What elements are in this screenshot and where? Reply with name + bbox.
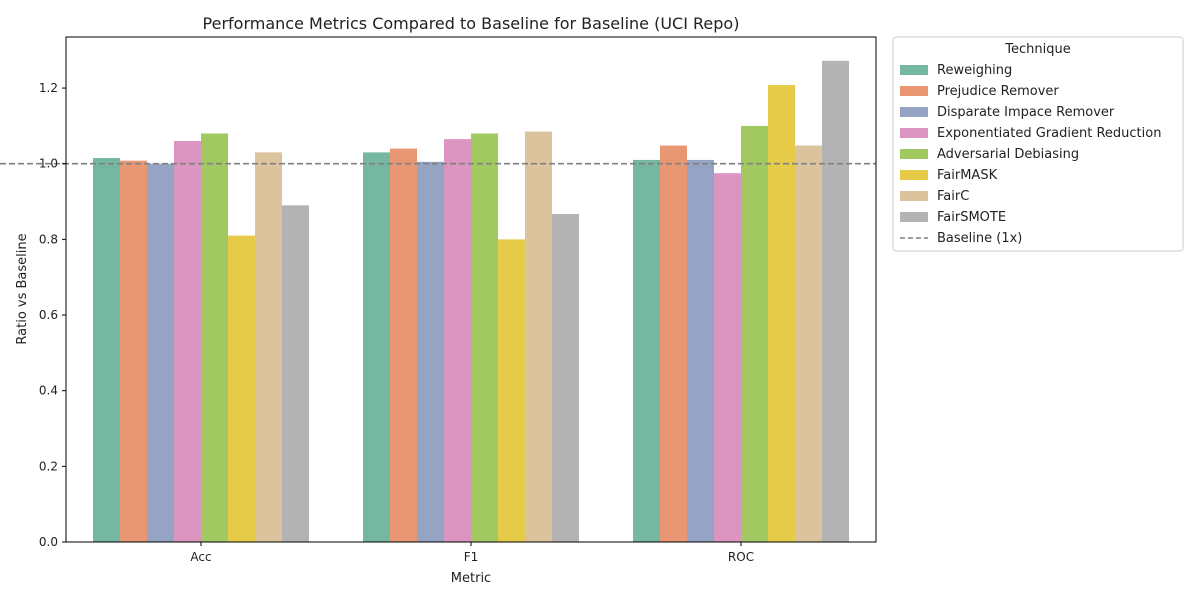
y-tick-label: 1.0: [39, 157, 58, 171]
bar: [228, 235, 255, 542]
legend-item-label: Reweighing: [937, 63, 1012, 78]
y-tick-label: 0.8: [39, 232, 58, 246]
bar: [660, 145, 687, 542]
legend-item-label: Disparate Impace Remover: [937, 105, 1115, 120]
bar: [498, 239, 525, 542]
x-tick-label: ROC: [728, 550, 754, 564]
bar: [417, 161, 444, 542]
bar: [687, 159, 714, 543]
bar: [363, 152, 390, 543]
legend-swatch: [900, 149, 928, 159]
y-axis-label: Ratio vs Baseline: [15, 233, 30, 344]
bar: [93, 158, 120, 542]
bar: [444, 139, 471, 542]
legend-items: Reweighing Prejudice Remover Disparate Imp…: [900, 63, 1161, 246]
legend-item-label: FairSMOTE: [937, 210, 1006, 225]
bar: [633, 159, 660, 543]
bar: [147, 163, 174, 542]
bar: [201, 133, 228, 542]
legend-title: Technique: [1004, 42, 1070, 57]
legend: Technique Reweighing Prejudice Remover Dis…: [892, 36, 1184, 252]
legend-swatch: [900, 212, 928, 222]
bar: [282, 205, 309, 543]
bar: [174, 141, 201, 542]
legend-frame: [892, 36, 1184, 252]
chart-title: Performance Metrics Compared to Baseline…: [203, 14, 740, 33]
y-tick-label: 0.2: [39, 459, 58, 473]
x-axis: Acc F1 ROC: [190, 542, 754, 564]
x-tick-label: F1: [464, 550, 479, 564]
legend-swatch: [900, 170, 928, 180]
y-tick-label: 0.6: [39, 308, 58, 322]
x-tick-label: Acc: [190, 550, 211, 564]
bar: [120, 160, 147, 542]
legend-swatch: [900, 86, 928, 96]
bar: [255, 152, 282, 543]
x-axis-label: Metric: [451, 571, 491, 586]
y-tick-label: 0.0: [39, 535, 58, 549]
legend-item-label: Baseline (1x): [937, 231, 1022, 246]
y-axis: 0.0 0.2 0.4 0.6 0.8 1.0 1.2: [39, 81, 66, 549]
legend-swatch: [900, 65, 928, 75]
legend-swatch: [900, 107, 928, 117]
bar: [795, 145, 822, 542]
bar: [768, 85, 795, 542]
y-tick-label: 0.4: [39, 384, 58, 398]
legend-swatch: [900, 191, 928, 201]
bar: [714, 173, 741, 542]
legend-item-label: Exponentiated Gradient Reduction: [937, 126, 1161, 141]
legend-swatch: [900, 128, 928, 138]
legend-item-label: Adversarial Debiasing: [937, 147, 1079, 162]
bar: [822, 60, 849, 543]
bar: [525, 131, 552, 543]
legend-item-label: Prejudice Remover: [937, 84, 1059, 99]
y-tick-label: 1.2: [39, 81, 58, 95]
legend-item-label: FairC: [937, 189, 969, 204]
legend-item-label: FairMASK: [937, 168, 998, 183]
bar: [552, 214, 579, 543]
bar: [390, 148, 417, 542]
bars-group: [93, 60, 849, 543]
bar: [741, 125, 768, 542]
bar: [471, 133, 498, 542]
